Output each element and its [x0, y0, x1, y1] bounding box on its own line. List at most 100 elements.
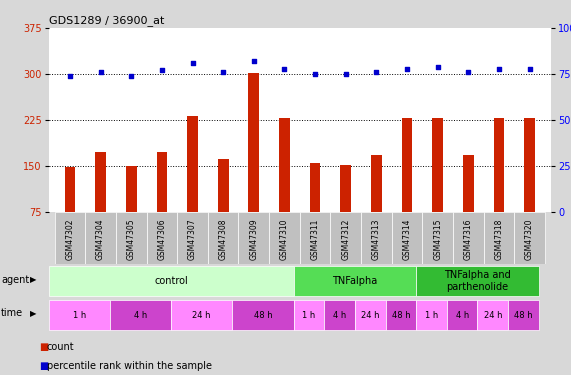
Point [188, 60, 197, 66]
Text: GSM47316: GSM47316 [464, 218, 473, 259]
Bar [248, 73, 259, 212]
Text: time: time [1, 308, 23, 318]
Text: ▶: ▶ [30, 275, 36, 284]
Bar [85, 212, 116, 264]
Bar [331, 212, 361, 264]
Bar [392, 212, 423, 264]
Bar [49, 266, 293, 296]
Bar [423, 212, 453, 264]
Text: 4 h: 4 h [333, 310, 346, 320]
Text: GSM47308: GSM47308 [219, 218, 228, 259]
Text: control: control [154, 276, 188, 286]
Point [219, 69, 228, 75]
Bar [126, 166, 136, 212]
Text: GSM47313: GSM47313 [372, 218, 381, 259]
Text: GSM47309: GSM47309 [250, 218, 258, 260]
Bar [324, 300, 355, 330]
Text: 48 h: 48 h [514, 310, 533, 320]
Bar [300, 212, 331, 264]
Bar [116, 212, 147, 264]
Bar [49, 300, 110, 330]
Bar [279, 118, 290, 212]
Text: 4 h: 4 h [134, 310, 147, 320]
Text: GDS1289 / 36900_at: GDS1289 / 36900_at [49, 15, 164, 26]
Bar [371, 155, 382, 212]
Bar [309, 163, 320, 212]
Bar [401, 118, 412, 212]
Point [66, 73, 75, 79]
Bar [239, 212, 269, 264]
Bar [147, 212, 177, 264]
Bar [463, 155, 474, 212]
Text: 48 h: 48 h [392, 310, 410, 320]
Bar [293, 266, 416, 296]
Point [464, 69, 473, 75]
Point [311, 71, 320, 77]
Bar [171, 300, 232, 330]
Point [341, 71, 350, 77]
Bar [493, 118, 504, 212]
Bar [514, 212, 545, 264]
Text: 24 h: 24 h [192, 310, 211, 320]
Text: 24 h: 24 h [484, 310, 502, 320]
Text: GSM47311: GSM47311 [311, 218, 320, 259]
Bar [110, 300, 171, 330]
Bar [432, 118, 443, 212]
Bar [508, 300, 539, 330]
Text: 4 h: 4 h [456, 310, 469, 320]
Text: ▶: ▶ [30, 309, 36, 318]
Text: GSM47302: GSM47302 [66, 218, 74, 259]
Bar [65, 167, 75, 212]
Point [158, 68, 167, 74]
Text: 24 h: 24 h [361, 310, 380, 320]
Point [96, 69, 105, 75]
Bar [269, 212, 300, 264]
Bar [187, 116, 198, 212]
Text: 1 h: 1 h [73, 310, 86, 320]
Text: 48 h: 48 h [254, 310, 272, 320]
Text: GSM47312: GSM47312 [341, 218, 350, 259]
Bar [361, 212, 392, 264]
Bar [95, 153, 106, 212]
Bar [232, 300, 293, 330]
Text: agent: agent [1, 274, 29, 285]
Bar [453, 212, 484, 264]
Bar [524, 118, 535, 212]
Text: GSM47314: GSM47314 [403, 218, 412, 259]
Text: 1 h: 1 h [425, 310, 438, 320]
Point [403, 66, 412, 72]
Text: count: count [47, 342, 74, 352]
Text: GSM47315: GSM47315 [433, 218, 442, 259]
Bar [447, 300, 477, 330]
Text: GSM47304: GSM47304 [96, 218, 105, 260]
Bar [293, 300, 324, 330]
Text: TNFalpha and
parthenolide: TNFalpha and parthenolide [444, 270, 511, 292]
Bar [416, 266, 539, 296]
Bar [177, 212, 208, 264]
Bar [208, 212, 239, 264]
Text: 1 h: 1 h [302, 310, 316, 320]
Point [280, 66, 289, 72]
Bar [218, 159, 228, 212]
Point [433, 64, 442, 70]
Bar [156, 153, 167, 212]
Bar [416, 300, 447, 330]
Text: GSM47318: GSM47318 [494, 218, 504, 259]
Point [494, 66, 504, 72]
Bar [355, 300, 385, 330]
Text: GSM47306: GSM47306 [158, 218, 166, 260]
Bar [55, 212, 85, 264]
Text: GSM47310: GSM47310 [280, 218, 289, 259]
Point [525, 66, 534, 72]
Text: GSM47307: GSM47307 [188, 218, 197, 260]
Bar [340, 165, 351, 212]
Text: GSM47320: GSM47320 [525, 218, 534, 259]
Point [372, 69, 381, 75]
Text: GSM47305: GSM47305 [127, 218, 136, 260]
Text: ■: ■ [39, 361, 48, 370]
Point [250, 58, 259, 64]
Text: TNFalpha: TNFalpha [332, 276, 377, 286]
Text: ■: ■ [39, 342, 48, 352]
Text: percentile rank within the sample: percentile rank within the sample [47, 361, 212, 370]
Bar [477, 300, 508, 330]
